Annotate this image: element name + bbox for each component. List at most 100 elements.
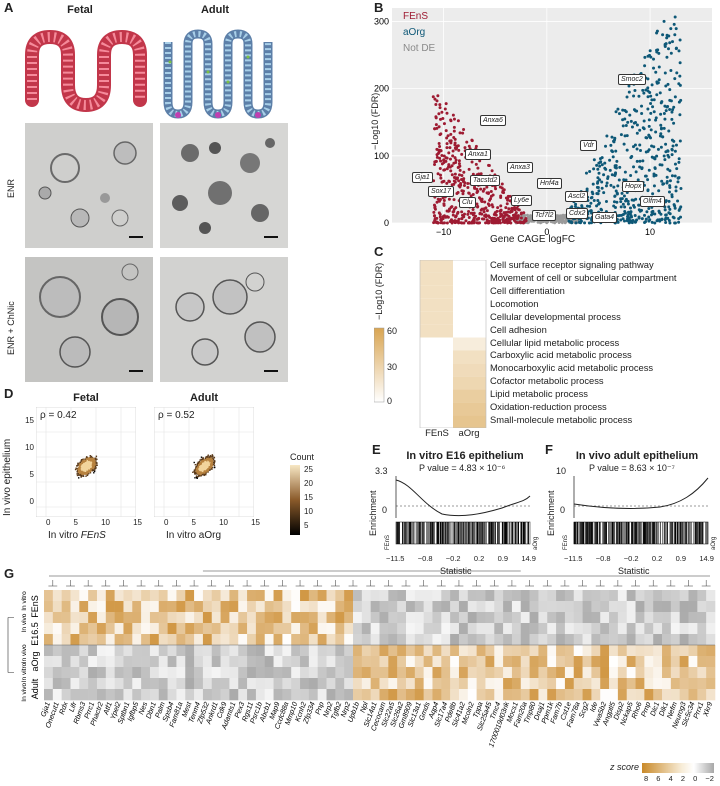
heatmap-cell: [300, 590, 310, 602]
density-point: [91, 463, 94, 465]
point-fens: [457, 162, 461, 166]
point-fens: [434, 123, 438, 127]
density-point: [201, 467, 204, 469]
density-point: [194, 477, 196, 479]
xtick: 15: [133, 518, 142, 527]
density-point: [89, 467, 91, 469]
point-fens: [452, 136, 456, 140]
point-aorg: [665, 105, 669, 109]
point-aorg: [622, 178, 626, 182]
point-fens: [438, 173, 442, 177]
xtick: 0: [46, 518, 51, 527]
density-point: [202, 461, 204, 463]
heatmap-cell: [185, 590, 195, 602]
density-point: [86, 473, 88, 475]
point-aorg: [652, 145, 656, 149]
point-aorg: [656, 147, 660, 151]
point-aorg: [644, 217, 648, 221]
point-fens: [500, 213, 504, 217]
gene-tag-clu: Clu: [459, 197, 476, 208]
point-aorg: [662, 19, 666, 23]
point-aorg: [634, 170, 638, 174]
point-aorg: [678, 38, 682, 42]
point-aorg: [635, 123, 639, 127]
point-fens: [494, 187, 498, 191]
density-point: [208, 460, 211, 462]
point-fens: [437, 125, 441, 129]
point-fens: [509, 221, 513, 225]
density-point: [80, 474, 83, 476]
point-aorg: [588, 204, 592, 208]
point-aorg: [651, 209, 655, 213]
density-point: [206, 457, 209, 460]
point-aorg: [657, 209, 661, 213]
point-fens: [433, 127, 437, 131]
xtick: 10: [645, 227, 655, 237]
go-frame: [419, 260, 487, 428]
point-aorg: [652, 110, 656, 114]
point-aorg: [668, 108, 672, 112]
point-fens: [485, 185, 489, 189]
point-fens: [439, 149, 443, 153]
go-cell-fens: [420, 389, 453, 403]
density-point: [79, 462, 81, 465]
count-tick: 15: [304, 493, 313, 502]
go-process-label: Cofactor metabolic process: [490, 375, 604, 387]
point-fens: [475, 190, 479, 194]
point-fens: [519, 212, 523, 216]
point-fens: [452, 125, 456, 129]
point-aorg: [627, 221, 631, 225]
point-fens: [509, 209, 513, 213]
point-fens: [452, 198, 456, 202]
point-aorg: [642, 91, 646, 95]
point-aorg: [659, 101, 663, 105]
density-point: [93, 465, 96, 467]
point-fens: [449, 169, 453, 173]
go-process-label: Cell differentiation: [490, 284, 565, 296]
point-aorg: [643, 64, 647, 68]
point-aorg: [665, 55, 669, 59]
density-point: [206, 462, 208, 464]
count-tick: 5: [304, 521, 309, 530]
density-point: [207, 464, 209, 466]
density-point: [87, 457, 90, 460]
density-point: [205, 460, 207, 462]
point-aorg: [592, 158, 596, 162]
heatmap-cell: [441, 590, 451, 602]
density-point: [92, 463, 95, 466]
point-aorg: [670, 174, 674, 178]
point-aorg: [658, 91, 662, 95]
point-aorg: [671, 108, 675, 112]
point-fens: [438, 156, 442, 160]
point-aorg: [622, 194, 626, 198]
point-aorg: [678, 113, 682, 117]
point-aorg: [599, 207, 603, 211]
density-point: [79, 474, 81, 477]
point-aorg: [626, 210, 630, 214]
point-aorg: [642, 119, 646, 123]
density-point: [85, 466, 88, 469]
point-fens: [508, 194, 512, 198]
density-point: [200, 472, 203, 474]
point-aorg: [633, 88, 637, 92]
point-fens: [487, 221, 491, 225]
point-fens: [457, 173, 461, 177]
point-aorg: [677, 49, 681, 53]
point-aorg: [627, 84, 631, 88]
point-fens: [444, 129, 448, 133]
point-fens: [447, 151, 451, 155]
heatmap-cell: [114, 590, 124, 602]
point-fens: [482, 210, 486, 214]
point-fens: [471, 218, 475, 222]
point-aorg: [666, 82, 670, 86]
density-point: [204, 462, 206, 465]
point-fens: [437, 142, 441, 146]
go-cell-fens: [420, 402, 453, 416]
point-aorg: [619, 197, 623, 201]
gsea-e-ylabel: Enrichment: [368, 490, 378, 536]
point-aorg: [633, 213, 637, 217]
scale-bar: [129, 370, 143, 372]
point-fens: [463, 146, 467, 150]
go-col-aorg: aOrg: [458, 428, 480, 439]
gsea-f-plot: [573, 476, 709, 545]
